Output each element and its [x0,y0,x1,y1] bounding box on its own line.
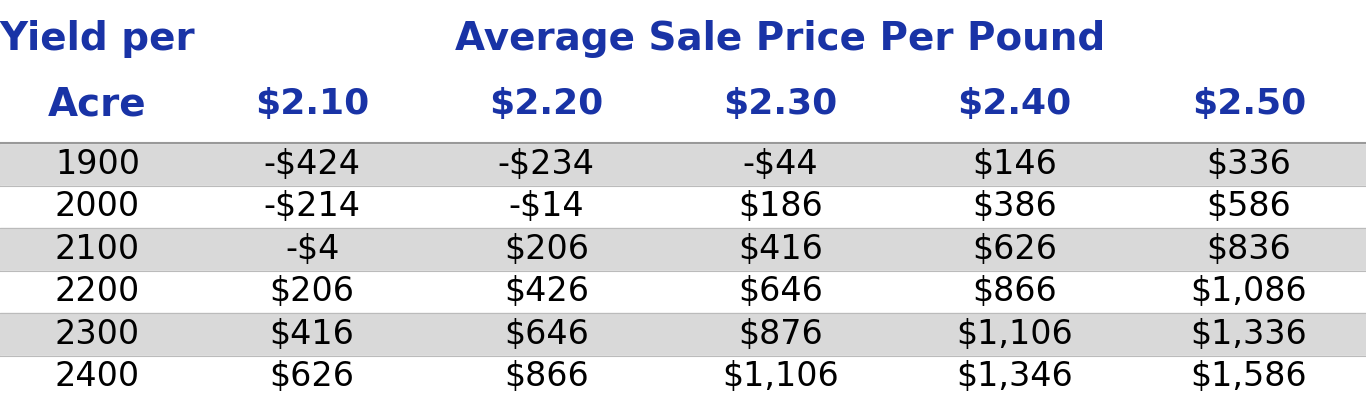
Text: $876: $876 [738,318,822,351]
Text: $2.10: $2.10 [255,88,369,121]
Text: $836: $836 [1206,233,1291,266]
Text: Yield per: Yield per [0,20,195,58]
Text: $2.50: $2.50 [1191,88,1306,121]
Text: $646: $646 [738,275,822,308]
Text: 2400: 2400 [55,360,141,393]
Text: -$4: -$4 [285,233,339,266]
Text: $586: $586 [1206,190,1291,223]
Text: $336: $336 [1206,148,1291,181]
Text: $426: $426 [504,275,589,308]
Text: -$14: -$14 [508,190,585,223]
Text: $386: $386 [973,190,1057,223]
Text: $2.20: $2.20 [489,88,604,121]
Text: $1,336: $1,336 [1191,318,1307,351]
Text: $1,086: $1,086 [1191,275,1307,308]
Text: $1,106: $1,106 [956,318,1074,351]
Text: -$44: -$44 [743,148,818,181]
Bar [0,143,1366,185]
Text: $146: $146 [973,148,1057,181]
Text: $866: $866 [504,360,589,393]
Text: $1,346: $1,346 [956,360,1074,393]
Text: $626: $626 [269,360,355,393]
Text: $416: $416 [738,233,822,266]
Text: $186: $186 [738,190,822,223]
Text: 2100: 2100 [55,233,141,266]
Text: $626: $626 [973,233,1057,266]
Text: $1,106: $1,106 [723,360,839,393]
Text: $2.30: $2.30 [724,88,837,121]
Text: $646: $646 [504,318,589,351]
Text: 1900: 1900 [55,148,139,181]
Text: 2300: 2300 [55,318,141,351]
Text: $206: $206 [504,233,589,266]
Bar [0,271,1366,313]
Bar [0,0,1366,143]
Text: $866: $866 [973,275,1057,308]
Text: -$424: -$424 [264,148,361,181]
Bar [0,185,1366,228]
Text: -$234: -$234 [497,148,594,181]
Bar [0,313,1366,355]
Bar [0,355,1366,398]
Text: $416: $416 [269,318,355,351]
Text: $2.40: $2.40 [958,88,1072,121]
Text: Average Sale Price Per Pound: Average Sale Price Per Pound [455,20,1105,58]
Text: $1,586: $1,586 [1191,360,1307,393]
Text: $206: $206 [269,275,355,308]
Text: Acre: Acre [48,86,146,123]
Text: 2200: 2200 [55,275,141,308]
Text: -$214: -$214 [264,190,361,223]
Bar [0,228,1366,271]
Text: 2000: 2000 [55,190,141,223]
